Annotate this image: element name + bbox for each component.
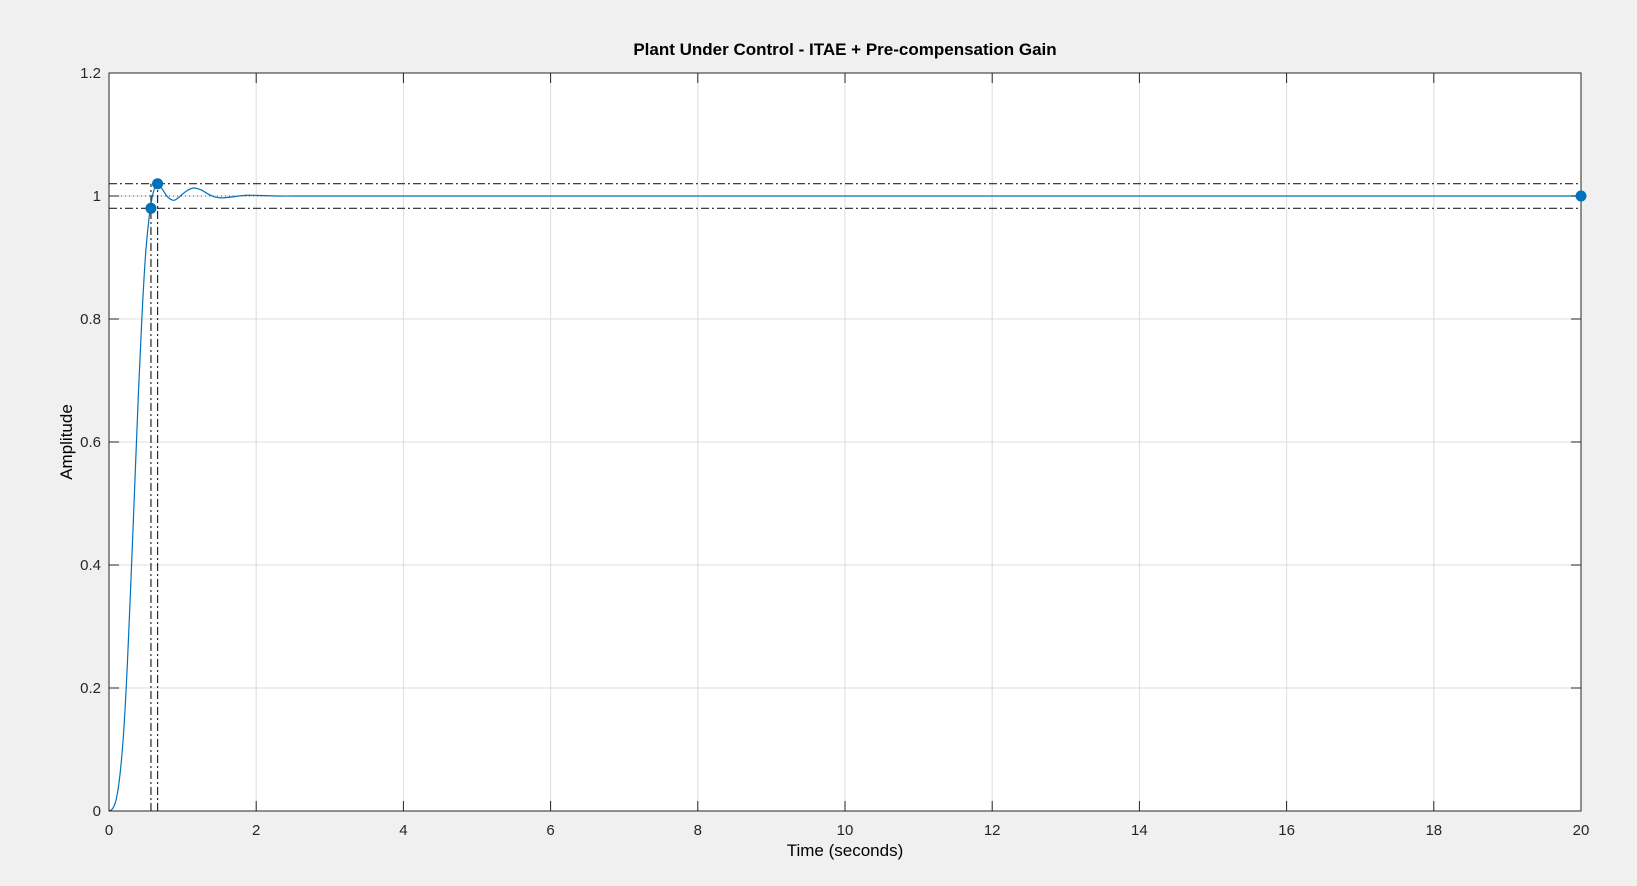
response-characteristic-marker[interactable] — [145, 202, 157, 214]
x-tick-label: 12 — [984, 822, 1001, 839]
x-tick-label: 8 — [694, 822, 702, 839]
response-characteristic-marker[interactable] — [1575, 190, 1587, 202]
x-tick-label: 0 — [105, 822, 113, 839]
response-characteristic-marker[interactable] — [152, 178, 164, 190]
x-axis-label: Time (seconds) — [787, 841, 904, 860]
markers — [145, 178, 1587, 214]
x-tick-label: 18 — [1425, 822, 1442, 839]
y-tick-label: 1 — [93, 188, 101, 205]
ticks: 0 2 4 6 8 10 12 14 16 18 20 0 0.2 0.4 0.6 0.8 1 1.2 — [80, 65, 1589, 839]
y-axis-label: Amplitude — [57, 404, 76, 480]
step-response-line[interactable] — [108, 183, 1581, 812]
y-tick-label: 0.6 — [80, 434, 101, 451]
y-tick-label: 0.4 — [80, 557, 101, 574]
x-tick-label: 16 — [1278, 822, 1295, 839]
x-tick-label: 10 — [837, 822, 854, 839]
x-tick-label: 6 — [546, 822, 554, 839]
x-tick-label: 2 — [252, 822, 260, 839]
y-tick-label: 0.2 — [80, 680, 101, 697]
y-tick-label: 0.8 — [80, 311, 101, 328]
x-tick-label: 4 — [399, 822, 407, 839]
chart-title: Plant Under Control - ITAE + Pre-compens… — [633, 40, 1056, 59]
y-tick-label: 0 — [93, 803, 101, 820]
series-layer — [108, 183, 1581, 812]
y-tick-label: 1.2 — [80, 65, 101, 82]
x-tick-label: 20 — [1573, 822, 1590, 839]
x-tick-label: 14 — [1131, 822, 1148, 839]
